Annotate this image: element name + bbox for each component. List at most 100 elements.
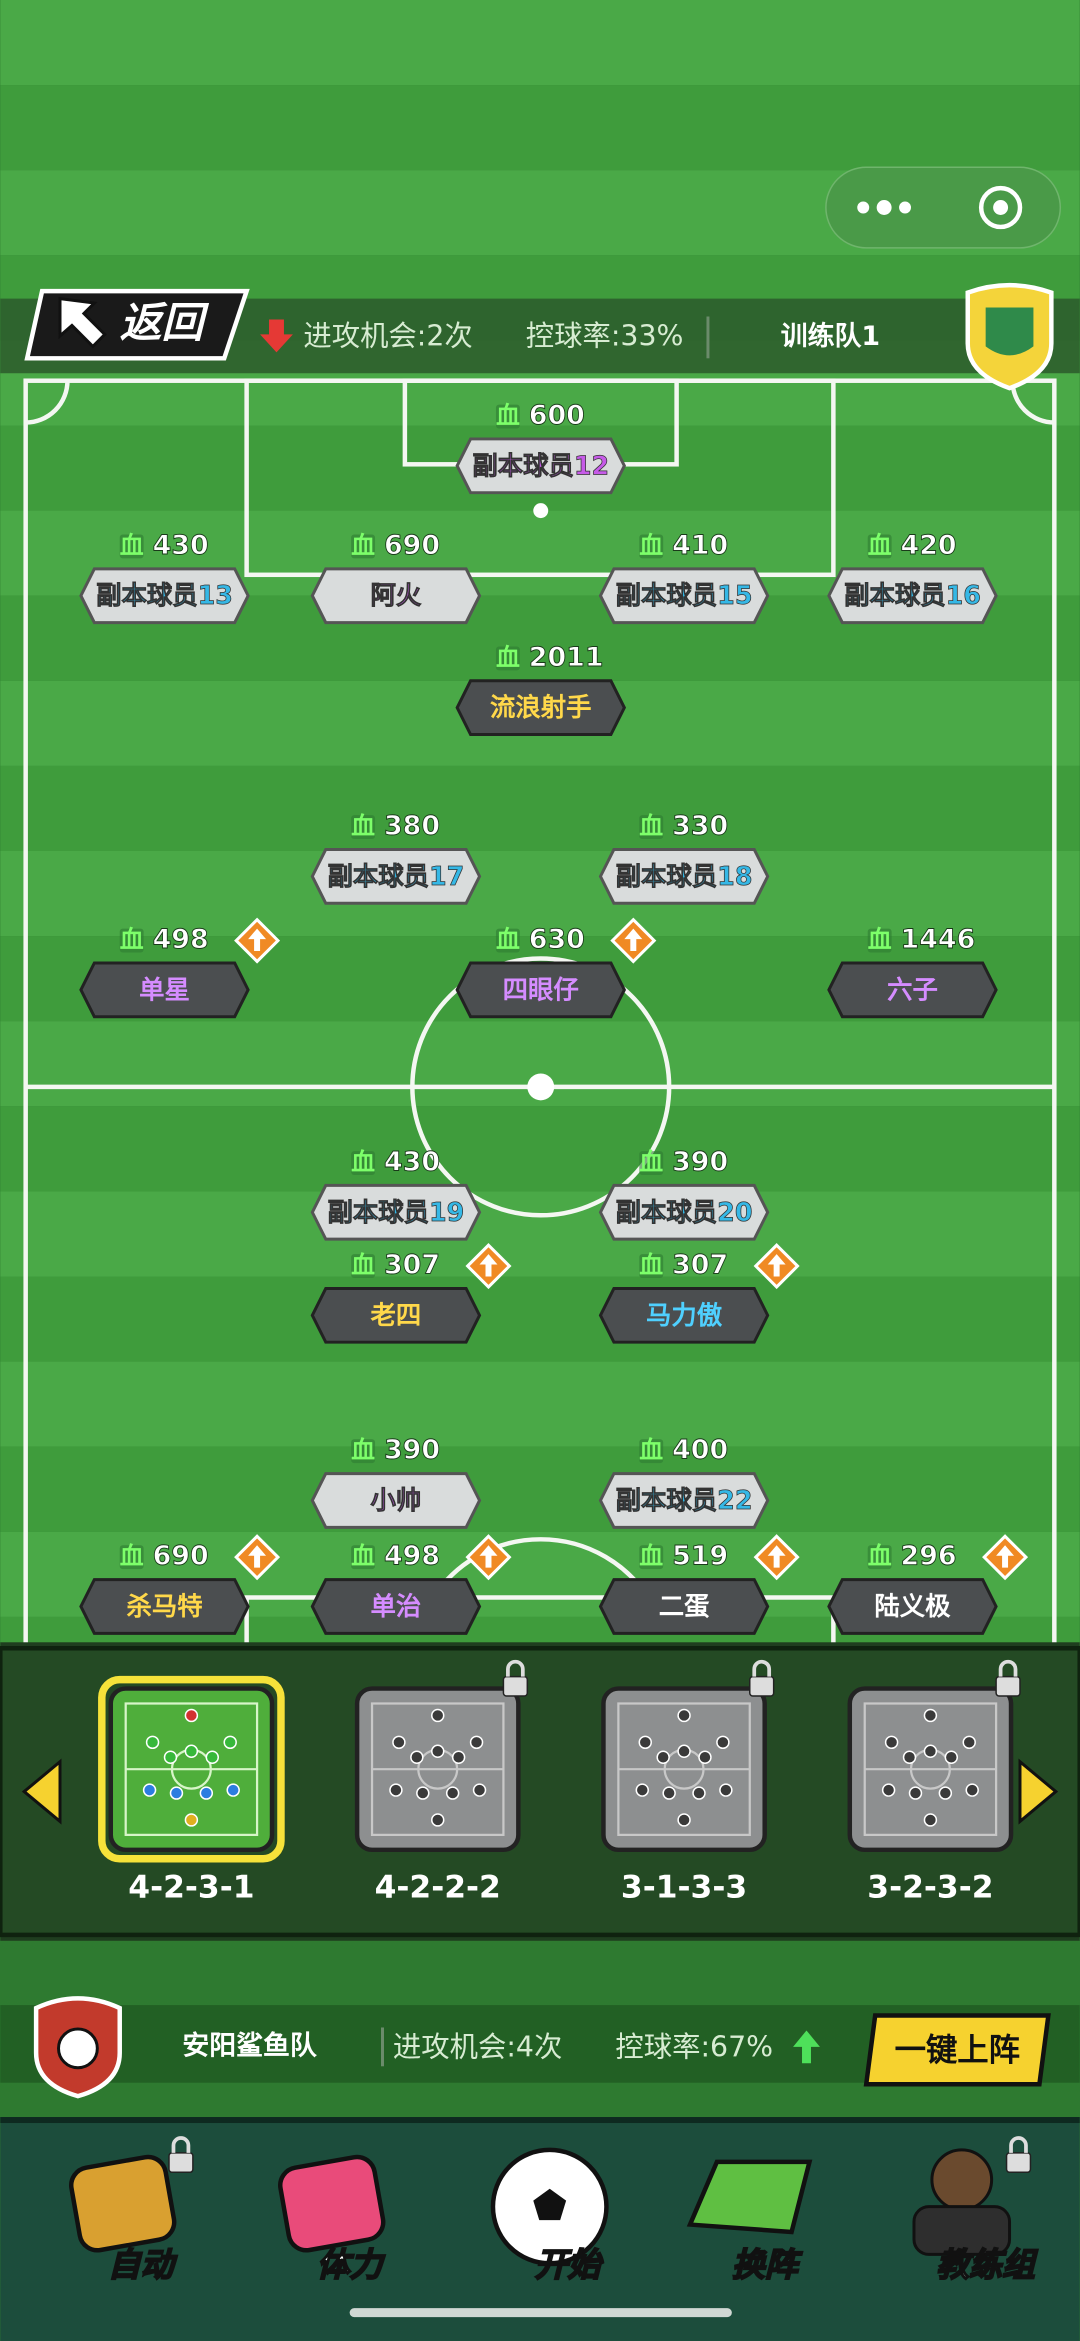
hp-value: 307: [384, 1250, 440, 1281]
auto-lineup-button[interactable]: [863, 2013, 1051, 2087]
hp-icon: [351, 1151, 376, 1175]
player-name: 阿火: [371, 580, 422, 610]
formation-dot: [662, 1786, 676, 1800]
hp-icon: [495, 928, 520, 953]
hp-value: 430: [384, 1147, 440, 1178]
name-box: [310, 567, 482, 625]
hp-label: 血: [639, 1542, 663, 1570]
formation-dot: [716, 1735, 730, 1750]
player[interactable]: 血 307 老四: [310, 1243, 512, 1344]
capsule-dot: [857, 201, 870, 214]
player[interactable]: 血 630 四眼仔: [455, 917, 657, 1019]
formation-dot: [451, 1750, 466, 1764]
player-name: 陆义极: [874, 1591, 951, 1621]
menu-item[interactable]: 体力: [277, 2154, 387, 2285]
formation-dot: [962, 1735, 976, 1750]
name-box: [598, 1286, 770, 1344]
hp-label: 血: [351, 812, 375, 840]
back-label[interactable]: 返回: [120, 298, 210, 347]
hp-label: 血: [868, 926, 892, 954]
name-box: [310, 1578, 482, 1635]
formation-label: 4-2-2-2: [375, 1870, 501, 1906]
player[interactable]: 血 2011 流浪射手: [455, 641, 627, 737]
pitch-stripe: [0, 1446, 1080, 1532]
hp-label: 血: [639, 1148, 663, 1176]
next-arrow[interactable]: [1018, 1758, 1059, 1825]
capsule-close: [978, 185, 1023, 230]
player-name: 杀马特: [126, 1591, 202, 1621]
formation-dot: [923, 1708, 938, 1723]
player[interactable]: 血 330 副本球员18: [598, 810, 770, 905]
player[interactable]: 血 690 阿火: [310, 529, 482, 625]
hp-label: 血: [351, 531, 375, 559]
prev-arrow[interactable]: [21, 1758, 62, 1825]
player[interactable]: 血 690 杀马特: [79, 1534, 281, 1635]
menu-icon: [278, 2154, 386, 2253]
name-box: [827, 567, 998, 625]
formation-dot: [410, 1750, 424, 1764]
player[interactable]: 血 498 单星: [79, 917, 281, 1019]
menu-item[interactable]: 自动: [68, 2136, 194, 2285]
hp-label: 血: [351, 1436, 375, 1464]
player[interactable]: 血 430 副本球员13: [79, 529, 250, 625]
hp-value: 600: [529, 400, 585, 431]
player[interactable]: 血 307 马力傲: [598, 1243, 800, 1344]
player[interactable]: 血 420 副本球员16: [827, 529, 998, 625]
name-box: [310, 1183, 482, 1241]
formation-option[interactable]: 4-2-2-2: [354, 1659, 529, 1906]
player[interactable]: 血 600 副本球员12: [455, 400, 627, 495]
lock-body: [749, 1675, 775, 1697]
player-name: 流浪射手: [490, 692, 591, 722]
player[interactable]: 血 498 单治: [310, 1534, 512, 1635]
hp-value: 2011: [529, 642, 604, 673]
player[interactable]: 血 430 副本球员19: [310, 1146, 482, 1241]
lock-body: [1005, 2152, 1032, 2174]
hp-label: 血: [496, 402, 520, 430]
menu-item[interactable]: 换阵: [686, 2159, 813, 2285]
formation-dot: [142, 1783, 157, 1797]
hp-label: 血: [120, 1542, 144, 1570]
formation-dot: [923, 1813, 938, 1827]
ball-patch: [533, 2188, 567, 2221]
formation-dot: [635, 1783, 649, 1797]
opponent-attack: 进攻机会:4次: [393, 2030, 562, 2063]
capsule-dot: [899, 201, 912, 214]
player[interactable]: 血 296 陆义极: [827, 1534, 1029, 1635]
hp-value: 519: [672, 1541, 728, 1572]
menu-icon-body: [912, 2205, 1012, 2256]
formation-option[interactable]: 3-1-3-3: [601, 1659, 775, 1906]
hp-label: 血: [639, 531, 663, 559]
formation-option[interactable]: 3-2-3-2: [847, 1659, 1021, 1906]
player[interactable]: 血 390 副本球员20: [598, 1146, 770, 1241]
upgrade-arrow: [248, 1545, 267, 1568]
hp-value: 330: [672, 811, 728, 842]
auto-lineup-label[interactable]: 一键上阵: [895, 2032, 1020, 2068]
name-box: [310, 848, 482, 905]
hp-icon: [867, 928, 892, 953]
hp-value: 410: [672, 530, 728, 561]
player[interactable]: 血 519 二蛋: [598, 1534, 800, 1635]
formation-dot: [881, 1783, 896, 1797]
hp-value: 307: [672, 1250, 728, 1281]
player-name: 四眼仔: [503, 974, 579, 1004]
lock-shackle: [1009, 2136, 1028, 2153]
pitch-stripe: [0, 0, 1080, 86]
hp-value: 498: [384, 1541, 440, 1572]
player-name: 小帅: [371, 1485, 422, 1515]
player-name: 六子: [887, 974, 938, 1004]
player[interactable]: 血 380 副本球员17: [310, 810, 482, 905]
player-name: 单星: [139, 974, 190, 1004]
player[interactable]: 血 410 副本球员15: [598, 529, 770, 625]
hp-icon: [495, 404, 520, 429]
menu-item[interactable]: 教练组: [912, 2136, 1039, 2285]
player[interactable]: 血 1446 六子: [827, 924, 998, 1019]
formation-option[interactable]: 4-2-3-1: [98, 1675, 285, 1906]
hp-value: 430: [153, 530, 209, 561]
menu-item[interactable]: 开始: [490, 2147, 609, 2285]
name-box: [310, 1472, 482, 1529]
menu-label: 教练组: [936, 2246, 1038, 2284]
hp-label: 血: [639, 1251, 663, 1279]
hp-value: 630: [529, 924, 585, 955]
player[interactable]: 血 400 副本球员22: [598, 1434, 770, 1529]
player[interactable]: 血 390 小帅: [310, 1434, 482, 1529]
